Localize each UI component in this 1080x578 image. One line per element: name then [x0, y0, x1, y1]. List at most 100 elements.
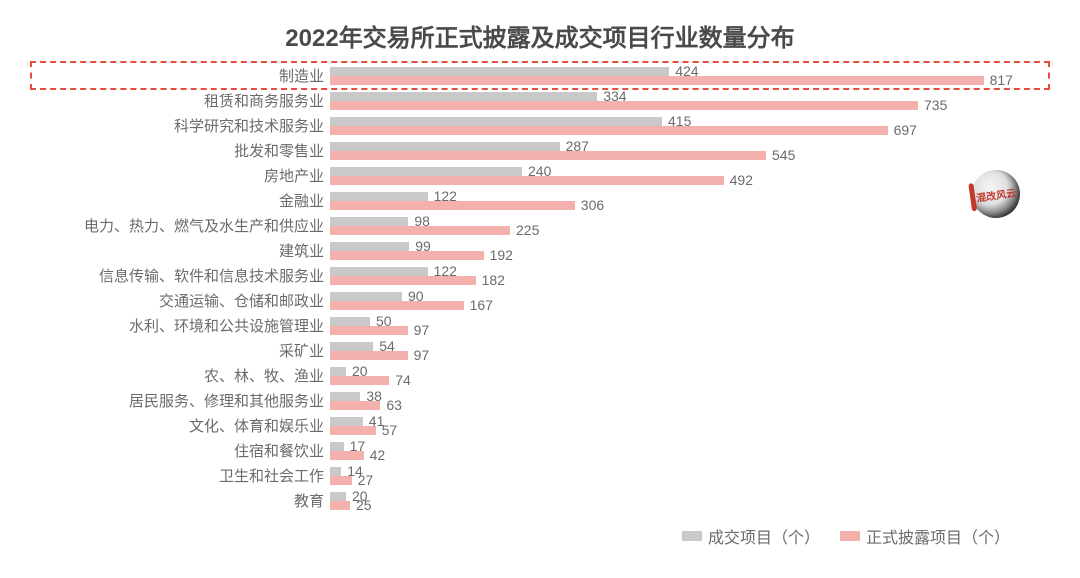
bar-value-label: 42 [370, 447, 386, 463]
bar-completed: 99 [330, 242, 1050, 251]
bars-column: 415697 [330, 113, 1050, 138]
bars-column: 5097 [330, 313, 1050, 338]
bar-fill [330, 317, 370, 326]
bar-fill [330, 367, 346, 376]
bar-value-label: 492 [730, 172, 753, 188]
bars-column: 4157 [330, 413, 1050, 438]
category-label: 房地产业 [30, 165, 330, 186]
bar-completed: 14 [330, 467, 1050, 476]
legend-swatch-1 [840, 531, 860, 541]
bars-column: 90167 [330, 288, 1050, 313]
bar-fill [330, 151, 766, 160]
chart-row: 文化、体育和娱乐业4157 [30, 413, 1050, 438]
chart-area: 制造业424817租赁和商务服务业334735科学研究和技术服务业415697批… [30, 63, 1050, 513]
bar-value-label: 27 [358, 472, 374, 488]
bar-fill [330, 192, 428, 201]
bar-fill [330, 92, 597, 101]
chart-row: 交通运输、仓储和邮政业90167 [30, 288, 1050, 313]
chart-row: 教育2025 [30, 488, 1050, 513]
bar-value-label: 25 [356, 497, 372, 513]
bar-completed: 98 [330, 217, 1050, 226]
bars-column: 1427 [330, 463, 1050, 488]
chart-row: 住宿和餐饮业1742 [30, 438, 1050, 463]
watermark-text: 混改风云 [975, 184, 1017, 204]
bar-disclosed: 74 [330, 376, 1050, 385]
chart-row: 建筑业99192 [30, 238, 1050, 263]
bar-disclosed: 57 [330, 426, 1050, 435]
bar-completed: 17 [330, 442, 1050, 451]
bar-completed: 20 [330, 367, 1050, 376]
bar-completed: 122 [330, 267, 1050, 276]
bar-value-label: 817 [990, 72, 1013, 88]
bars-column: 2074 [330, 363, 1050, 388]
bars-column: 424817 [330, 63, 1050, 88]
bar-fill [330, 242, 409, 251]
chart-row: 制造业424817 [30, 63, 1050, 88]
bar-disclosed: 97 [330, 351, 1050, 360]
category-label: 农、林、牧、渔业 [30, 365, 330, 386]
chart-row: 批发和零售业287545 [30, 138, 1050, 163]
category-label: 教育 [30, 490, 330, 511]
bar-disclosed: 27 [330, 476, 1050, 485]
bar-value-label: 306 [581, 197, 604, 213]
bar-value-label: 97 [414, 322, 430, 338]
legend-swatch-0 [682, 531, 702, 541]
bar-fill [330, 392, 360, 401]
bar-fill [330, 126, 888, 135]
bar-disclosed: 735 [330, 101, 1050, 110]
bar-value-label: 182 [482, 272, 505, 288]
bar-fill [330, 117, 662, 126]
legend-item-0: 成交项目（个） [682, 524, 820, 548]
chart-row: 电力、热力、燃气及水生产和供应业98225 [30, 213, 1050, 238]
bar-fill [330, 292, 402, 301]
bar-completed: 38 [330, 392, 1050, 401]
category-label: 住宿和餐饮业 [30, 440, 330, 461]
bar-value-label: 697 [894, 122, 917, 138]
bar-fill [330, 417, 363, 426]
bars-column: 2025 [330, 488, 1050, 513]
bar-fill [330, 501, 350, 510]
category-label: 租赁和商务服务业 [30, 90, 330, 111]
bar-completed: 415 [330, 117, 1050, 126]
category-label: 制造业 [30, 65, 330, 86]
bars-column: 99192 [330, 238, 1050, 263]
chart-row: 农、林、牧、渔业2074 [30, 363, 1050, 388]
bar-completed: 41 [330, 417, 1050, 426]
bar-disclosed: 817 [330, 76, 1050, 85]
chart-row: 卫生和社会工作1427 [30, 463, 1050, 488]
bar-disclosed: 306 [330, 201, 1050, 210]
bar-disclosed: 167 [330, 301, 1050, 310]
category-label: 建筑业 [30, 240, 330, 261]
chart-row: 居民服务、修理和其他服务业3863 [30, 388, 1050, 413]
category-label: 水利、环境和公共设施管理业 [30, 315, 330, 336]
bar-fill [330, 67, 669, 76]
chart-row: 金融业122306 [30, 188, 1050, 213]
bar-value-label: 74 [395, 372, 411, 388]
bar-fill [330, 426, 376, 435]
bar-completed: 287 [330, 142, 1050, 151]
legend-label-0: 成交项目（个） [708, 524, 820, 548]
bar-fill [330, 167, 522, 176]
bar-fill [330, 376, 389, 385]
bar-fill [330, 401, 380, 410]
bar-fill [330, 217, 408, 226]
bar-disclosed: 97 [330, 326, 1050, 335]
bar-completed: 424 [330, 67, 1050, 76]
bar-fill [330, 176, 724, 185]
legend: 成交项目（个） 正式披露项目（个） [682, 524, 1010, 548]
bar-disclosed: 492 [330, 176, 1050, 185]
bars-column: 5497 [330, 338, 1050, 363]
bar-disclosed: 63 [330, 401, 1050, 410]
bar-fill [330, 76, 984, 85]
bar-value-label: 57 [382, 422, 398, 438]
chart-row: 租赁和商务服务业334735 [30, 88, 1050, 113]
bar-fill [330, 467, 341, 476]
bar-value-label: 192 [490, 247, 513, 263]
chart-row: 水利、环境和公共设施管理业5097 [30, 313, 1050, 338]
bar-disclosed: 697 [330, 126, 1050, 135]
bars-column: 3863 [330, 388, 1050, 413]
bars-column: 122182 [330, 263, 1050, 288]
chart-row: 采矿业5497 [30, 338, 1050, 363]
bar-completed: 122 [330, 192, 1050, 201]
bar-completed: 54 [330, 342, 1050, 351]
